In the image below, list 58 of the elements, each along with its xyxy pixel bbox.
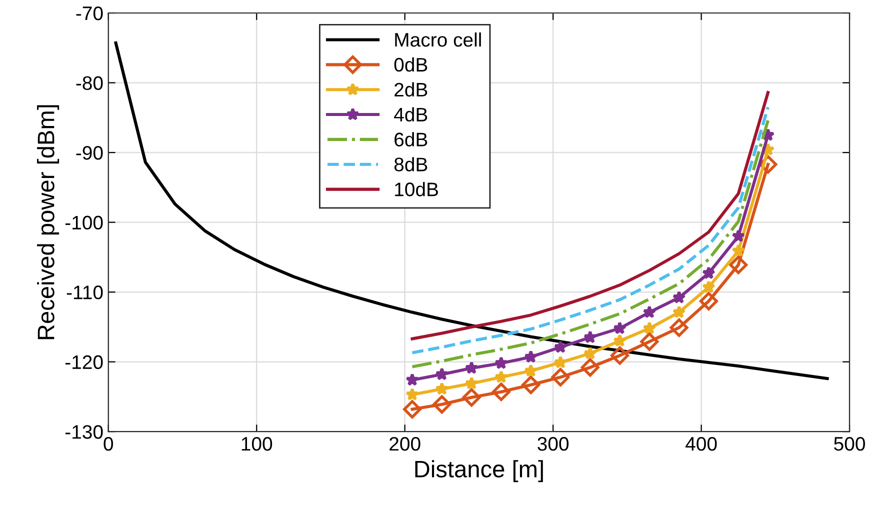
point [732, 244, 746, 257]
y-tick-label: -90 [76, 146, 103, 160]
y-axis-title: Received power [dBm] [37, 105, 60, 340]
y-tick-label: -100 [65, 216, 103, 230]
point [406, 388, 419, 401]
point [640, 332, 659, 351]
point [522, 376, 540, 394]
point [524, 364, 538, 377]
point [524, 350, 538, 363]
point [613, 334, 626, 347]
y-tick-label: -130 [65, 425, 103, 439]
point [464, 361, 478, 374]
legend-label: 2dB [394, 82, 428, 97]
legend-label: 10dB [395, 182, 438, 196]
point [580, 358, 600, 377]
point [554, 356, 568, 368]
point [699, 292, 718, 310]
point [494, 356, 508, 370]
point [702, 280, 716, 294]
x-tick-label: 500 [834, 436, 865, 451]
point [702, 266, 716, 280]
x-tick-label: 300 [538, 436, 569, 451]
y-tick-label: -80 [76, 76, 103, 90]
point [403, 400, 422, 419]
legend-label: 8dB [394, 157, 428, 172]
point [464, 376, 478, 390]
point [642, 321, 656, 334]
point [551, 368, 570, 386]
x-tick-label: 400 [686, 436, 717, 451]
x-tick-label: 100 [242, 436, 272, 451]
legend-label: 6dB [394, 132, 428, 146]
point [670, 318, 688, 337]
point [610, 346, 630, 365]
point [613, 321, 626, 334]
point [462, 388, 481, 407]
point [672, 305, 686, 318]
point [729, 256, 748, 274]
point [435, 382, 449, 395]
point [406, 373, 419, 386]
y-tick-label: -120 [65, 355, 103, 370]
point [492, 382, 510, 402]
point [642, 305, 656, 318]
point [732, 229, 746, 242]
legend-label: 0dB [394, 57, 428, 72]
x-tick-label: 0 [104, 436, 114, 451]
point [432, 395, 452, 414]
point [583, 330, 597, 344]
legend-label: Macro cell [395, 32, 481, 47]
point [583, 346, 597, 360]
x-axis-title: Distance [m] [415, 460, 543, 482]
point [672, 290, 686, 304]
point [554, 340, 568, 354]
y-tick-label: -70 [76, 6, 103, 20]
x-tick-label: 200 [390, 436, 420, 451]
y-tick-label: -110 [66, 286, 103, 300]
legend-label: 4dB [394, 107, 428, 122]
point [494, 370, 508, 384]
point [435, 367, 449, 380]
